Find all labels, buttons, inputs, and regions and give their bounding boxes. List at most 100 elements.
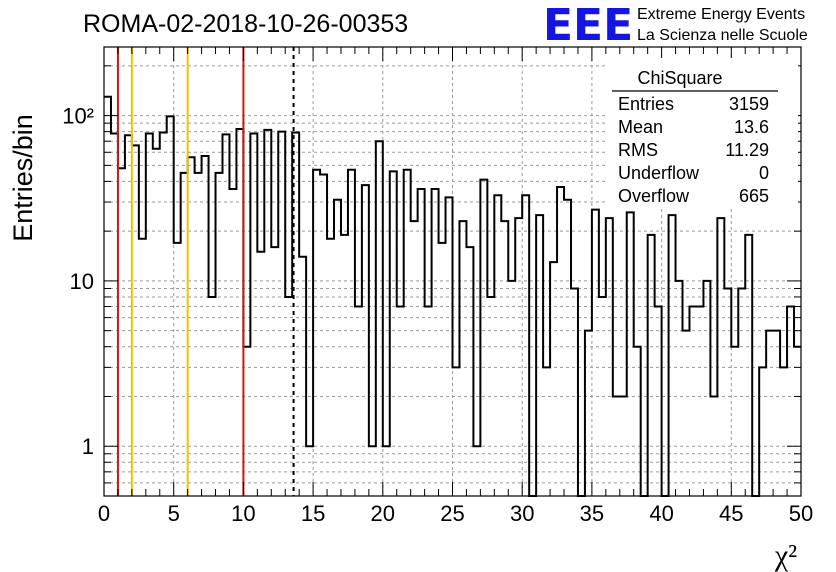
histogram-bin <box>153 149 160 496</box>
histogram-bin <box>411 221 418 496</box>
eee-logo-line1: Extreme Energy Events <box>637 6 805 23</box>
histogram-bin <box>278 132 285 496</box>
histogram-bin <box>606 218 613 496</box>
histogram-bin <box>773 331 780 496</box>
reference-lines <box>116 47 295 496</box>
x-tick-label: 25 <box>440 501 464 526</box>
stats-box: ChiSquare Entries 3159 Mean 13.6 RMS 11.29 Und… <box>606 58 798 206</box>
histogram-bin <box>557 187 564 496</box>
stats-label: Underflow <box>618 163 700 183</box>
histogram-bin <box>313 170 320 496</box>
histogram-bin <box>669 215 676 496</box>
histogram-bin <box>257 252 264 496</box>
histogram-bin <box>418 189 425 496</box>
histogram-bin <box>181 173 188 496</box>
histogram-bin <box>376 141 383 496</box>
histogram-bin <box>250 133 257 496</box>
histogram-bin <box>327 239 334 496</box>
histogram-bin <box>188 157 195 496</box>
histogram-bin <box>522 195 529 496</box>
histogram-bin <box>648 235 655 496</box>
chart-title: ROMA-02-2018-10-26-00353 <box>83 10 408 38</box>
histogram-bin <box>320 175 327 496</box>
x-tick-label: 50 <box>789 501 813 526</box>
x-axis-label: χ² <box>774 539 797 572</box>
stats-label: Entries <box>618 94 674 114</box>
stats-value: 665 <box>739 186 769 206</box>
histogram-bin <box>236 129 243 496</box>
histogram-bin <box>550 262 557 496</box>
x-tick-label: 10 <box>231 501 255 526</box>
histogram-bin <box>627 212 634 496</box>
histogram-bin <box>306 446 313 496</box>
stats-value: 13.6 <box>734 117 769 137</box>
histogram-bin <box>222 134 229 496</box>
stats-value: 0 <box>759 163 769 183</box>
stats-label: RMS <box>618 140 658 160</box>
histogram-bin <box>766 331 773 496</box>
stats-value: 3159 <box>729 94 769 114</box>
histogram-bin <box>459 221 466 496</box>
histogram-bin <box>634 347 641 496</box>
histogram-bin <box>717 218 724 496</box>
x-tick-label: 30 <box>510 501 534 526</box>
histogram-bin <box>111 133 118 496</box>
x-tick-label: 40 <box>649 501 673 526</box>
histogram-bin <box>585 331 592 496</box>
histogram-bin <box>536 215 543 496</box>
histogram-bin <box>174 243 181 496</box>
stats-label: Overflow <box>618 186 690 206</box>
histogram-bin <box>738 288 745 496</box>
histogram-bin <box>494 195 501 496</box>
histogram-bin <box>362 185 369 496</box>
histogram-bin <box>118 168 125 496</box>
histogram-bin <box>299 257 306 496</box>
histogram-bin <box>689 307 696 496</box>
histogram-bins <box>104 95 801 497</box>
histogram-bin <box>480 180 487 496</box>
x-tick-label: 20 <box>371 501 395 526</box>
histogram-bin <box>696 307 703 496</box>
histogram-bin <box>473 446 480 496</box>
histogram-bin <box>683 331 690 496</box>
histogram-bin <box>508 281 515 496</box>
histogram-bin <box>216 173 223 496</box>
histogram-bin <box>745 235 752 496</box>
histogram-bin <box>710 396 717 496</box>
histogram-bin <box>620 396 627 496</box>
histogram-bin <box>146 133 153 496</box>
histogram-bin <box>439 243 446 496</box>
histogram-bin <box>487 297 494 496</box>
histogram-bin <box>125 135 132 496</box>
histogram-bin <box>501 221 508 496</box>
histogram-bin <box>676 281 683 496</box>
histogram-bin <box>334 200 341 496</box>
histogram-bin <box>543 367 550 496</box>
axes: 0 5 10 15 20 25 30 35 40 45 50 1 10 10² <box>62 47 813 526</box>
eee-logo-mark: EEE <box>543 0 633 51</box>
histogram-bin <box>243 347 250 496</box>
histogram-bin <box>432 189 439 496</box>
stats-value: 11.29 <box>725 140 769 160</box>
stats-label: Mean <box>618 117 663 137</box>
stats-box-title: ChiSquare <box>637 68 722 88</box>
histogram-bin <box>229 189 236 496</box>
histogram-bin <box>285 297 292 496</box>
histogram-bin <box>564 200 571 496</box>
histogram-bin <box>264 130 271 496</box>
x-tick-label: 0 <box>98 501 110 526</box>
histogram-bin <box>348 170 355 496</box>
stats-box-background <box>606 58 798 206</box>
histogram-bin <box>271 247 278 496</box>
x-tick-label: 5 <box>168 501 180 526</box>
histogram-bin <box>780 367 787 496</box>
histogram-bin <box>466 247 473 496</box>
histogram-bin <box>655 307 662 496</box>
histogram-bin <box>515 218 522 496</box>
histogram-bin <box>613 396 620 496</box>
eee-logo-line2: La Scienza nelle Scuole <box>637 27 808 44</box>
histogram-bin <box>571 288 578 496</box>
histogram-bin <box>446 197 453 496</box>
histogram-bin <box>383 446 390 496</box>
histogram-bin <box>731 347 738 496</box>
